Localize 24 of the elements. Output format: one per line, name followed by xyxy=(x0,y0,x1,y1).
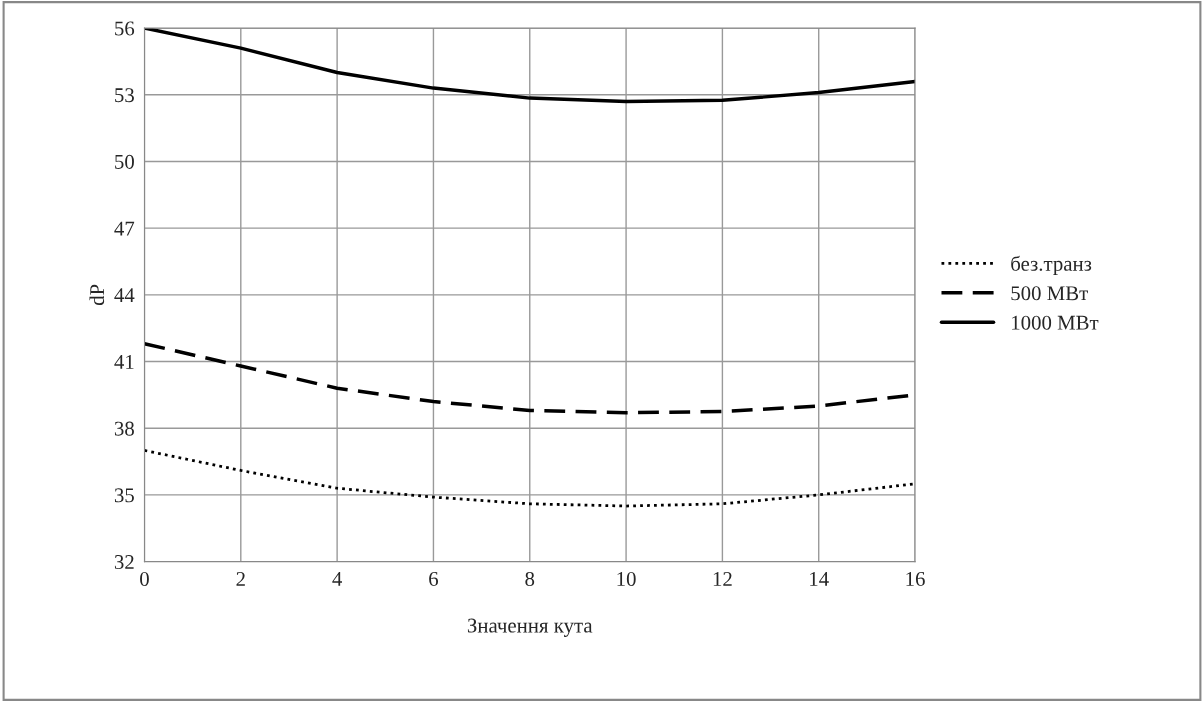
x-tick-label: 8 xyxy=(525,571,535,586)
y-tick-label: 32 xyxy=(114,555,134,570)
x-tick-label: 16 xyxy=(906,571,925,586)
y-tick-label: 56 xyxy=(115,21,135,36)
y-tick-label: 50 xyxy=(115,154,134,169)
y-tick-label: 53 xyxy=(115,88,134,103)
x-tick-label: 10 xyxy=(617,571,636,586)
legend-label: без.транз xyxy=(1011,255,1092,276)
y-tick-label: 47 xyxy=(114,221,135,236)
x-tick-label: 12 xyxy=(713,571,732,586)
x-tick-label: 2 xyxy=(236,571,245,586)
y-tick-label: 38 xyxy=(114,421,134,436)
x-tick-label: 4 xyxy=(332,572,342,586)
legend-label: 500 МВт xyxy=(1011,286,1088,301)
y-tick-label: 35 xyxy=(114,488,134,503)
x-tick-label: 6 xyxy=(429,571,439,586)
x-tick-label: 14 xyxy=(810,572,829,586)
x-tick-label: 0 xyxy=(140,571,149,586)
y-tick-label: 44 xyxy=(114,288,135,303)
y-axis-title: dP xyxy=(89,284,105,306)
line-series xyxy=(144,449,916,508)
legend-label: 1000 МВт xyxy=(1012,315,1099,330)
x-axis-title: Значення кута xyxy=(467,618,593,637)
y-tick-label: 41 xyxy=(114,355,134,369)
